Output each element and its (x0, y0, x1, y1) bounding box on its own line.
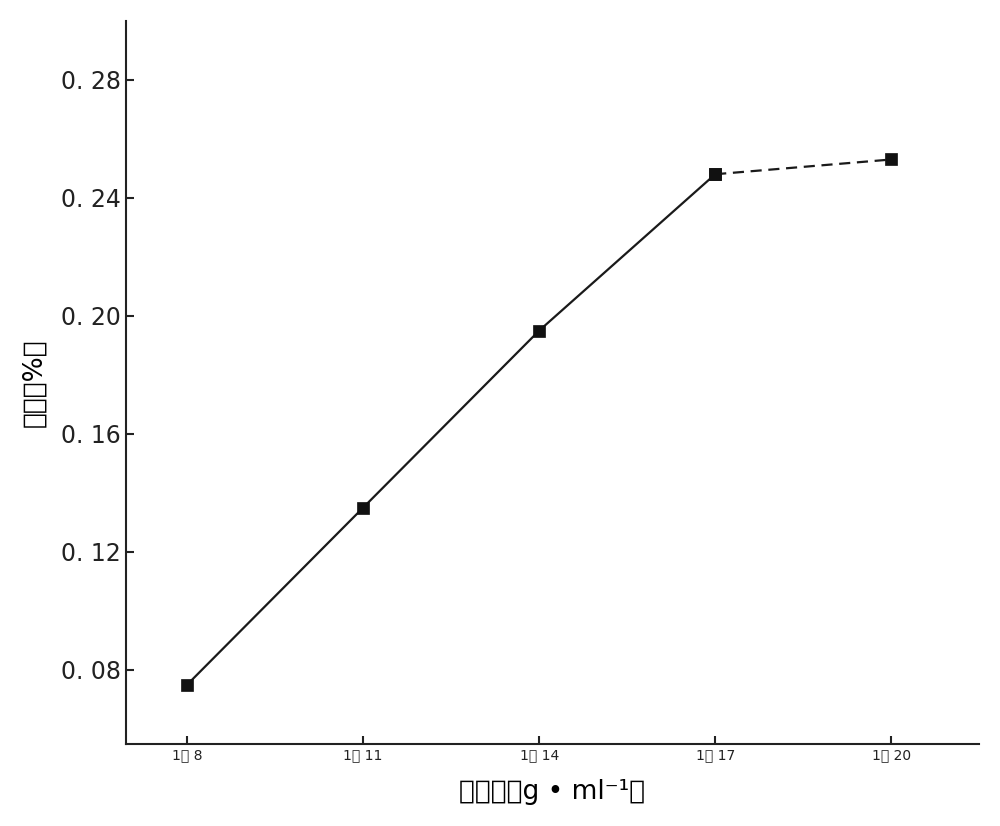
X-axis label: 料液比（g • ml⁻¹）: 料液比（g • ml⁻¹） (459, 779, 645, 805)
Y-axis label: 得率（%）: 得率（%） (21, 338, 47, 426)
